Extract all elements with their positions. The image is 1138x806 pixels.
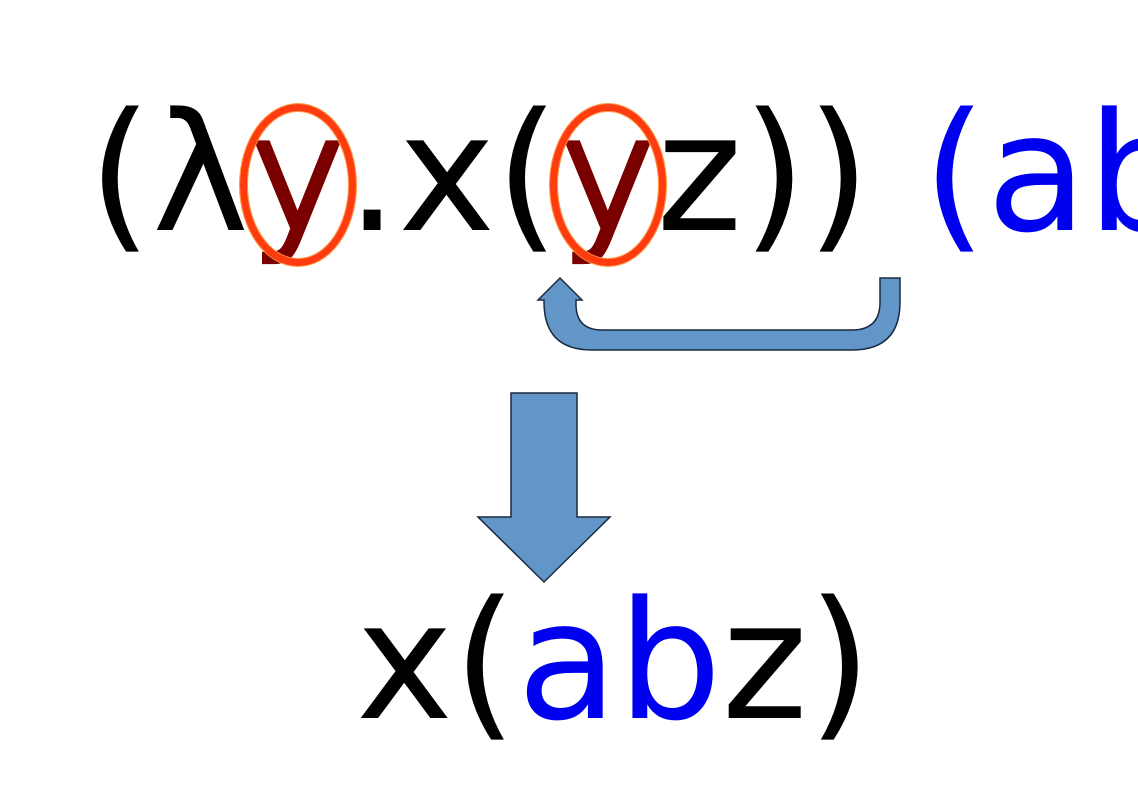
lambda-symbol: λ [151, 78, 250, 269]
x-open-paren: x( [356, 566, 518, 757]
substituted-ab: ab [517, 566, 722, 757]
bound-variable-y: y [249, 78, 347, 269]
open-paren: ( [88, 78, 152, 269]
reduction-down-arrow-icon [476, 392, 612, 584]
substitution-curved-arrow-icon [536, 276, 901, 351]
bound-variable: y [239, 92, 356, 267]
z-close-parens: z)) [656, 78, 871, 269]
reduced-expression: x(abz) [356, 580, 872, 744]
z-close-paren: z) [721, 566, 872, 757]
body-variable-y: y [559, 78, 657, 269]
dot-x-paren: .x( [346, 78, 560, 269]
argument-ab: (ab) [922, 78, 1138, 269]
lambda-application-expression: (λy.x(yz)) (ab) [88, 92, 1138, 267]
spacer [870, 78, 922, 269]
body-variable: y [549, 92, 666, 267]
